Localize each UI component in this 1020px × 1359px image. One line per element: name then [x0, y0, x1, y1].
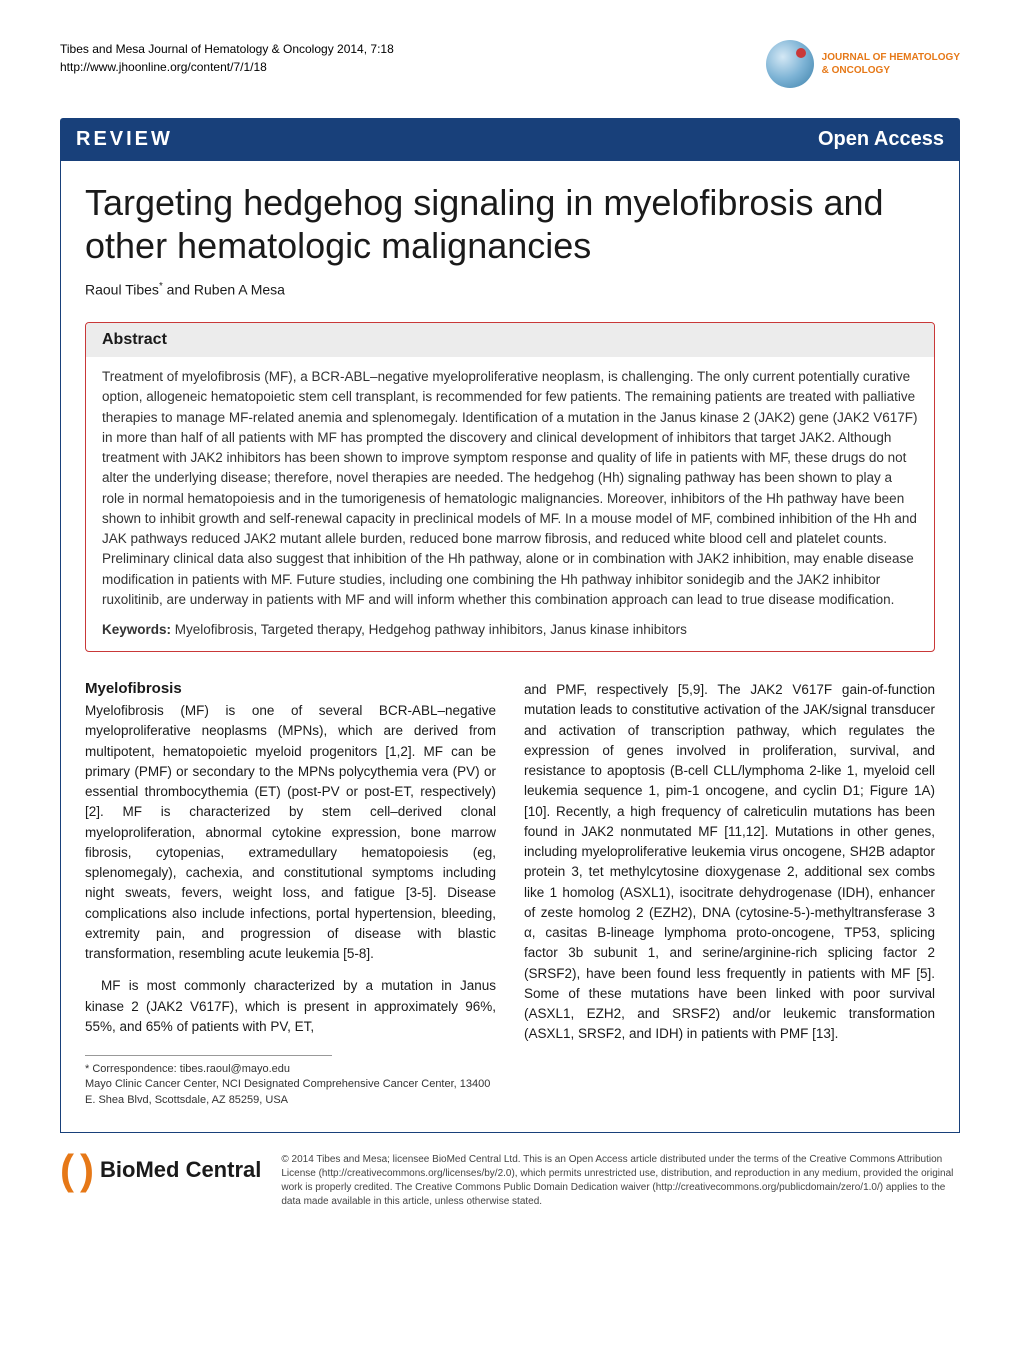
- citation-block: Tibes and Mesa Journal of Hematology & O…: [60, 40, 394, 76]
- footnote-affiliation: Mayo Clinic Cancer Center, NCI Designate…: [85, 1077, 496, 1108]
- journal-logo: JOURNAL OF HEMATOLOGY & ONCOLOGY: [766, 40, 960, 88]
- content-frame: Targeting hedgehog signaling in myelofib…: [60, 161, 960, 1133]
- keywords-value: Myelofibrosis, Targeted therapy, Hedgeho…: [171, 622, 687, 637]
- biomed-central-logo: ( ) BioMed Central: [60, 1153, 261, 1187]
- body-columns: Myelofibrosis Myelofibrosis (MF) is one …: [85, 680, 935, 1108]
- abstract-text: Treatment of myelofibrosis (MF), a BCR-A…: [102, 367, 918, 610]
- right-column: and PMF, respectively [5,9]. The JAK2 V6…: [524, 680, 935, 1108]
- abstract-box: Abstract Treatment of myelofibrosis (MF)…: [85, 322, 935, 652]
- article-title: Targeting hedgehog signaling in myelofib…: [85, 181, 935, 267]
- footnote-separator: [85, 1055, 332, 1056]
- body-para-left-2: MF is most commonly characterized by a m…: [85, 976, 496, 1037]
- review-bar: REVIEW Open Access: [60, 118, 960, 161]
- citation-line-1: Tibes and Mesa Journal of Hematology & O…: [60, 40, 394, 58]
- open-access-label: Open Access: [818, 128, 944, 151]
- journal-name-line1: JOURNAL OF HEMATOLOGY: [822, 51, 960, 64]
- logo-globe-icon: [766, 40, 814, 88]
- license-text: © 2014 Tibes and Mesa; licensee BioMed C…: [281, 1153, 960, 1209]
- article-authors: Raoul Tibes* and Ruben A Mesa: [85, 281, 935, 298]
- journal-name: JOURNAL OF HEMATOLOGY & ONCOLOGY: [822, 51, 960, 77]
- journal-name-line2: & ONCOLOGY: [822, 64, 960, 77]
- keywords-label: Keywords:: [102, 622, 171, 637]
- abstract-heading: Abstract: [86, 323, 934, 357]
- review-label: REVIEW: [76, 128, 173, 151]
- citation-line-2: http://www.jhoonline.org/content/7/1/18: [60, 58, 394, 76]
- bmc-text: BioMed Central: [100, 1157, 261, 1183]
- footer: ( ) BioMed Central © 2014 Tibes and Mesa…: [60, 1153, 960, 1209]
- keywords: Keywords: Myelofibrosis, Targeted therap…: [102, 622, 918, 637]
- section-heading: Myelofibrosis: [85, 680, 496, 697]
- body-para-right-1: and PMF, respectively [5,9]. The JAK2 V6…: [524, 680, 935, 1045]
- logo-dot-icon: [796, 48, 806, 58]
- bmc-paren-close-icon: ): [80, 1153, 94, 1187]
- footnote-correspondence: * Correspondence: tibes.raoul@mayo.edu: [85, 1062, 496, 1077]
- body-para-left-1: Myelofibrosis (MF) is one of several BCR…: [85, 701, 496, 964]
- left-column: Myelofibrosis Myelofibrosis (MF) is one …: [85, 680, 496, 1108]
- page-header: Tibes and Mesa Journal of Hematology & O…: [0, 0, 1020, 98]
- bmc-paren-open-icon: (: [60, 1153, 74, 1187]
